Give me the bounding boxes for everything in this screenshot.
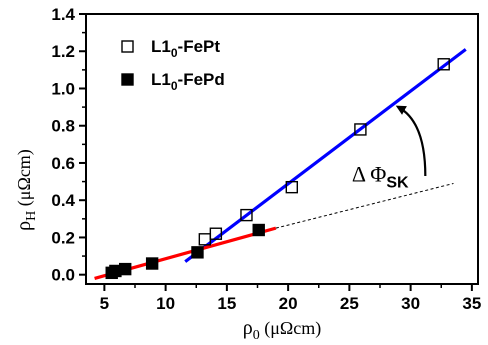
delta-phi-sk-annotation: Δ ΦSK (352, 162, 409, 192)
y-tick-label: 0.2 (51, 228, 75, 247)
x-tick-label: 35 (462, 294, 481, 313)
legend-label-fept: L10-FePt (151, 37, 220, 60)
fit-line-blue (184, 48, 467, 263)
x-tick-label: 5 (100, 294, 109, 313)
y-tick-label: 1.0 (51, 79, 75, 98)
x-tick-label: 10 (156, 294, 175, 313)
legend-item-fept: L10-FePt (121, 37, 220, 60)
legend-item-fepd: L10-FePd (121, 70, 225, 93)
data-point-fepd (118, 262, 132, 276)
data-point-fept (437, 58, 450, 71)
y-axis-title: ρH (μΩcm) (13, 149, 39, 231)
legend-label-fepd: L10-FePd (151, 70, 225, 93)
y-tick-label: 0.8 (51, 117, 75, 136)
x-tick-label: 20 (279, 294, 298, 313)
legend-marker-filled-square (121, 73, 134, 86)
y-tick-label: 0.4 (51, 191, 75, 210)
y-tick-label: 0.0 (51, 266, 75, 285)
axes (85, 13, 479, 285)
x-axis-title: ρ0 (μΩcm) (243, 317, 322, 343)
curved-arrow-icon (395, 105, 427, 177)
data-point-fept (354, 123, 367, 136)
data-point-fepd (145, 257, 159, 270)
legend-marker-open-square (121, 40, 134, 53)
tick-labels: 5 10 15 20 25 30 35 0.0 0.2 0.4 0.6 0.8 1.0 1.2 1.4 (51, 5, 481, 313)
y-tick-label: 1.4 (51, 5, 75, 24)
data-point-fept (198, 233, 212, 246)
fit-line-dashed (275, 182, 454, 229)
y-tick-label: 1.2 (51, 42, 75, 61)
legend: L10-FePt L10-FePd (121, 37, 225, 93)
data-point-fept (240, 208, 253, 222)
data-point-fept (209, 227, 223, 240)
plot-frame (85, 13, 479, 285)
data-points (105, 58, 450, 280)
y-tick-label: 0.6 (51, 154, 75, 173)
axis-ticks (79, 13, 473, 291)
data-point-fepd (191, 246, 204, 259)
data-point-fept (285, 180, 298, 194)
x-tick-label: 15 (217, 294, 236, 313)
data-point-fepd (252, 223, 265, 237)
x-tick-label: 25 (340, 294, 359, 313)
x-tick-label: 30 (401, 294, 420, 313)
